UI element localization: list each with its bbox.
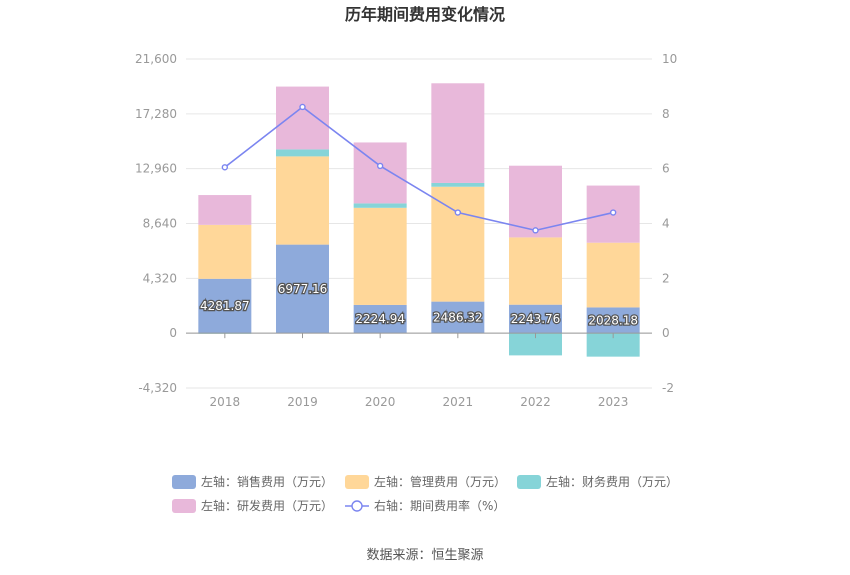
left-axis-tick: 21,600 (135, 52, 177, 66)
bar-2-2022 (509, 237, 562, 305)
bar-value-label: 2243.76 (511, 312, 561, 326)
rate-point-2021 (454, 209, 462, 216)
bar-1-2020 (353, 304, 407, 334)
legend-label: 右轴：期间费用率（%） (374, 498, 505, 513)
rate-point-2019 (299, 103, 306, 111)
bar-1-2021 (431, 301, 485, 334)
bar-1-2019 (276, 244, 329, 334)
legend-marker (351, 500, 363, 512)
rate-line (224, 105, 614, 232)
bar-value-label: 6977.16 (278, 282, 328, 296)
rate-point-2018 (221, 164, 229, 171)
legend-item: 左轴：管理费用（万元） (345, 474, 506, 489)
legend-label: 左轴：管理费用（万元） (374, 474, 506, 489)
legend-swatch (172, 475, 196, 489)
x-axis-tick: 2020 (365, 395, 396, 409)
bar-series (198, 83, 640, 357)
rate-point-2022 (532, 227, 539, 234)
bar-value-label: 2486.32 (433, 310, 483, 324)
data-labels: 4281.87 6977.16 2224.94 2486.32 2243.76 2028.… (199, 281, 639, 329)
bar-1-2023 (586, 307, 640, 334)
left-axis-tick: 4,320 (143, 271, 177, 285)
left-axis-tick: 12,960 (135, 162, 177, 176)
right-axis-tick: 6 (662, 162, 670, 176)
left-axis-tick: -4,320 (138, 381, 177, 395)
legend-label: 左轴：研发费用（万元） (201, 498, 333, 513)
legend-item: 左轴：财务费用（万元） (517, 474, 678, 489)
bar-4-2019 (276, 86, 329, 150)
bar-4-2021 (431, 83, 485, 183)
rate-point-2023 (609, 209, 617, 216)
legend-item: 左轴：研发费用（万元） (172, 498, 333, 513)
bar-3-2020 (353, 203, 407, 208)
bar-2-2018 (198, 224, 252, 279)
bar-4-2018 (198, 195, 252, 225)
x-axis-tick: 2023 (598, 395, 629, 409)
legend-swatch (172, 499, 196, 513)
x-axis-tick: 2019 (287, 395, 318, 409)
grid-lines (186, 58, 652, 389)
legend: 左轴：销售费用（万元） 左轴：管理费用（万元） 左轴：财务费用（万元） 左轴：研发费用… (172, 474, 678, 513)
right-axis-tick: 10 (662, 52, 677, 66)
legend-swatch (517, 475, 541, 489)
rate-point-2020 (376, 162, 384, 170)
legend-label: 左轴：财务费用（万元） (546, 474, 678, 489)
axes: 21,600 10 17,280 8 12,960 6 8,640 4 4,320 2 0 0 -4,3… (135, 52, 677, 409)
source-text: 数据来源：恒生聚源 (366, 548, 483, 563)
bar-3-2019 (276, 149, 329, 157)
bar-3-2023 (586, 333, 640, 357)
bar-2-2021 (431, 186, 485, 302)
bar-2-2019 (276, 156, 329, 245)
legend-item: 右轴：期间费用率（%） (345, 498, 505, 513)
legend-swatch (345, 475, 369, 489)
bar-value-label: 4281.87 (200, 299, 250, 313)
x-axis-tick: 2021 (443, 395, 474, 409)
line-series (221, 103, 617, 234)
legend-label: 左轴：销售费用（万元） (201, 474, 333, 489)
chart-title: 历年期间费用变化情况 (345, 5, 505, 24)
right-axis-tick: 4 (662, 217, 670, 231)
right-axis-tick: -2 (662, 381, 674, 395)
left-axis-tick: 8,640 (143, 217, 177, 231)
legend-item: 左轴：销售费用（万元） (172, 474, 333, 489)
bar-3-2021 (431, 182, 485, 187)
right-axis-tick: 8 (662, 107, 670, 121)
right-axis-tick: 0 (662, 326, 670, 340)
x-axis-tick: 2022 (520, 395, 551, 409)
bar-2-2023 (586, 242, 640, 308)
bar-4-2022 (509, 165, 562, 238)
bar-2-2020 (353, 207, 407, 305)
right-axis-tick: 2 (662, 271, 670, 285)
left-axis-tick: 17,280 (135, 107, 177, 121)
bar-1-2022 (509, 304, 562, 334)
bar-3-2022 (509, 333, 562, 356)
bar-value-label: 2028.18 (588, 313, 638, 327)
left-axis-tick: 0 (169, 326, 177, 340)
bar-value-label: 2224.94 (355, 312, 405, 326)
x-axis-tick: 2018 (210, 395, 241, 409)
bar-1-2018 (198, 278, 252, 334)
